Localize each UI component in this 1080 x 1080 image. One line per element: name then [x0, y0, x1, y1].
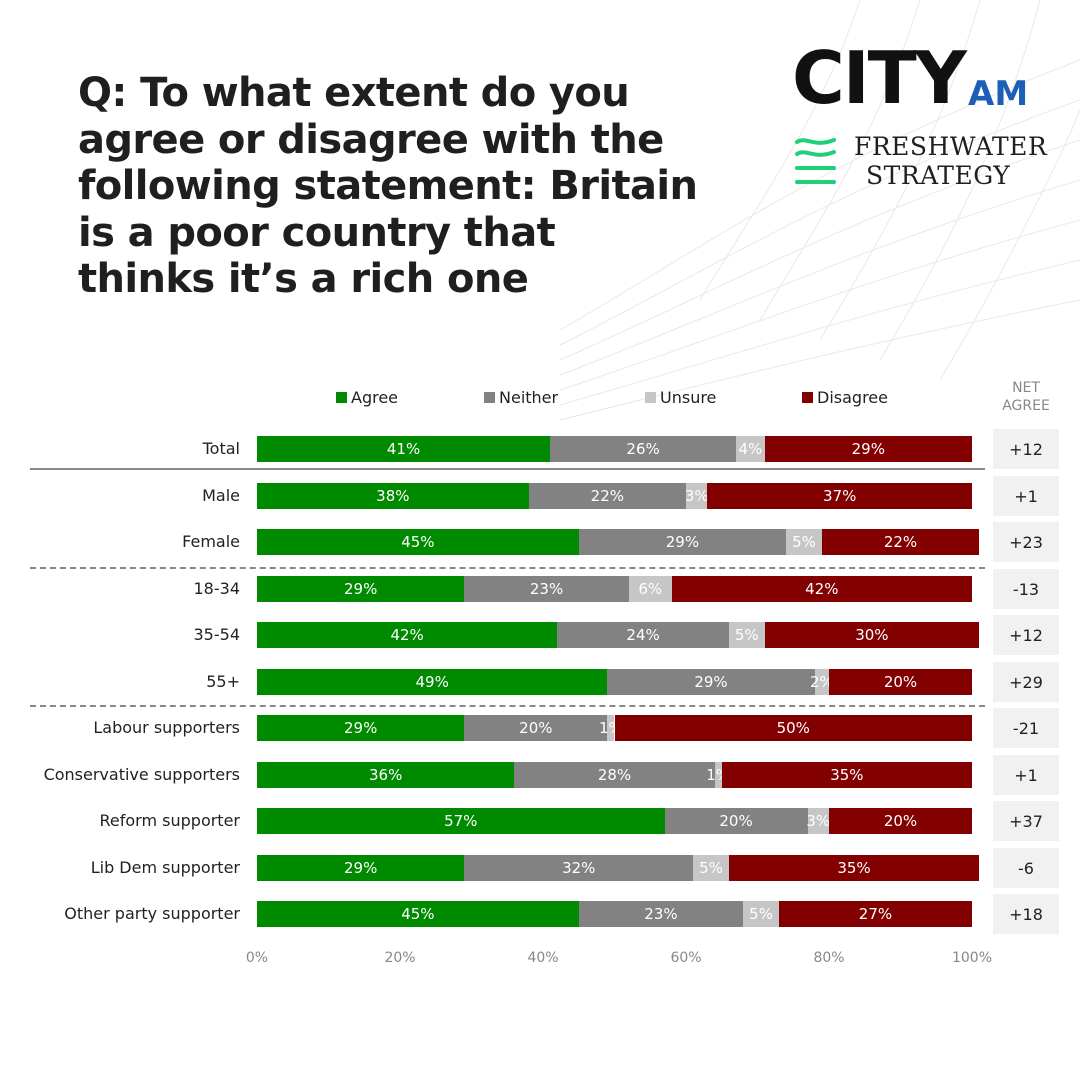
bar-segment-disagree: 42%	[671, 576, 972, 602]
bar-segment-neither: 32%	[464, 855, 694, 881]
group-separator	[30, 705, 985, 707]
row-label: Other party supporter	[64, 904, 240, 923]
bar-segment-agree: 29%	[257, 576, 465, 602]
bar-segment-agree: 36%	[257, 762, 515, 788]
row-label: Reform supporter	[99, 811, 240, 830]
bar-segment-agree: 45%	[257, 529, 579, 555]
bar-segment-disagree: 50%	[614, 715, 972, 741]
legend-label-disagree: Disagree	[817, 388, 888, 407]
net-agree-value: +12	[993, 429, 1059, 469]
bar-segment-unsure: 5%	[743, 901, 779, 927]
bar-segment-unsure: 5%	[693, 855, 729, 881]
legend-label-agree: Agree	[351, 388, 399, 407]
bar-segment-agree: 38%	[257, 483, 529, 509]
city-am-logo-am: AM	[968, 74, 1029, 114]
legend-label-unsure: Unsure	[660, 388, 717, 407]
net-agree-value: -6	[993, 848, 1059, 888]
freshwater-strategy-logo: FRESHWATER STRATEGY	[794, 130, 1048, 190]
legend-swatch-unsure	[645, 392, 656, 403]
bar-segment-disagree: 29%	[764, 436, 972, 462]
bar-segment-neither: 28%	[514, 762, 715, 788]
row-label: Lib Dem supporter	[90, 858, 240, 877]
bar-segment-disagree: 20%	[829, 669, 972, 695]
bar-segment-disagree: 20%	[829, 808, 972, 834]
bar-segment-unsure: 1%	[706, 762, 730, 788]
bar-segment-agree: 29%	[257, 855, 465, 881]
bar-segment-agree: 42%	[257, 622, 558, 648]
bar-segment-neither: 26%	[550, 436, 737, 462]
bar-segment-unsure: 6%	[628, 576, 672, 602]
row-label: 18-34	[193, 579, 241, 598]
city-am-logo: CITY AM	[792, 38, 1032, 118]
net-agree-value: +29	[993, 662, 1059, 702]
x-tick-label: 20%	[384, 950, 416, 966]
city-am-logo-main: CITY	[792, 36, 967, 120]
legend-item-neither: Neither	[484, 388, 558, 407]
group-separator	[30, 567, 985, 569]
row-label: Female	[182, 532, 240, 551]
bar-segment-agree: 57%	[257, 808, 665, 834]
net-agree-value: +23	[993, 522, 1059, 562]
bar-segment-agree: 41%	[257, 436, 551, 462]
row-label: Total	[202, 439, 240, 458]
legend-item-disagree: Disagree	[802, 388, 888, 407]
legend-swatch-disagree	[802, 392, 813, 403]
group-separator	[30, 468, 985, 470]
net-agree-value: +1	[993, 476, 1059, 516]
bar-segment-agree: 29%	[257, 715, 465, 741]
net-agree-value: +37	[993, 801, 1059, 841]
bar-segment-disagree: 22%	[821, 529, 980, 555]
bar-segment-agree: 45%	[257, 901, 579, 927]
x-tick-label: 80%	[813, 950, 845, 966]
freshwater-wave-icon	[795, 138, 836, 184]
bar-segment-disagree: 35%	[721, 762, 972, 788]
legend-label-neither: Neither	[499, 388, 559, 407]
bar-segment-unsure: 2%	[810, 669, 834, 695]
bar-segment-agree: 49%	[257, 669, 608, 695]
legend-swatch-agree	[336, 392, 347, 403]
x-tick-label: 40%	[527, 950, 559, 966]
bar-segment-neither: 23%	[578, 901, 744, 927]
bar-segment-unsure: 3%	[685, 483, 709, 509]
net-agree-value: -21	[993, 708, 1059, 748]
row-label: 35-54	[193, 625, 241, 644]
row-label: 55+	[206, 672, 240, 691]
bar-segment-neither: 29%	[607, 669, 815, 695]
net-agree-header: NET AGREE	[1002, 380, 1050, 414]
x-tick-label: 100%	[951, 950, 993, 966]
freshwater-logo-line1: FRESHWATER	[854, 132, 1048, 161]
bar-segment-neither: 20%	[664, 808, 808, 834]
bar-segment-disagree: 27%	[778, 901, 972, 927]
bar-segment-unsure: 4%	[736, 436, 765, 462]
bar-segment-disagree: 30%	[764, 622, 980, 648]
row-label: Labour supporters	[93, 718, 240, 737]
bar-segment-neither: 29%	[578, 529, 787, 555]
bar-segment-unsure: 5%	[728, 622, 765, 648]
legend-swatch-neither	[484, 392, 495, 403]
x-tick-label: 0%	[245, 950, 269, 966]
x-tick-label: 60%	[670, 950, 702, 966]
bar-segment-unsure: 5%	[786, 529, 822, 555]
bar-segment-unsure: 1%	[599, 715, 623, 741]
freshwater-logo-line2: STRATEGY	[866, 161, 1011, 190]
row-label: Conservative supporters	[43, 765, 240, 784]
net-agree-value: +18	[993, 894, 1059, 934]
bar-segment-neither: 24%	[557, 622, 729, 648]
bar-segment-neither: 20%	[464, 715, 608, 741]
legend-item-unsure: Unsure	[645, 388, 716, 407]
bar-segment-disagree: 35%	[728, 855, 980, 881]
net-agree-value: -13	[993, 569, 1059, 609]
bar-segment-neither: 23%	[464, 576, 629, 602]
row-label: Male	[202, 486, 240, 505]
bar-segment-disagree: 37%	[707, 483, 972, 509]
net-agree-value: +1	[993, 755, 1059, 795]
net-agree-value: +12	[993, 615, 1059, 655]
legend-item-agree: Agree	[336, 388, 398, 407]
bar-segment-neither: 22%	[528, 483, 686, 509]
bar-segment-unsure: 3%	[806, 808, 830, 834]
chart-title: Q: To what extent do you agree or disagr…	[78, 70, 698, 302]
